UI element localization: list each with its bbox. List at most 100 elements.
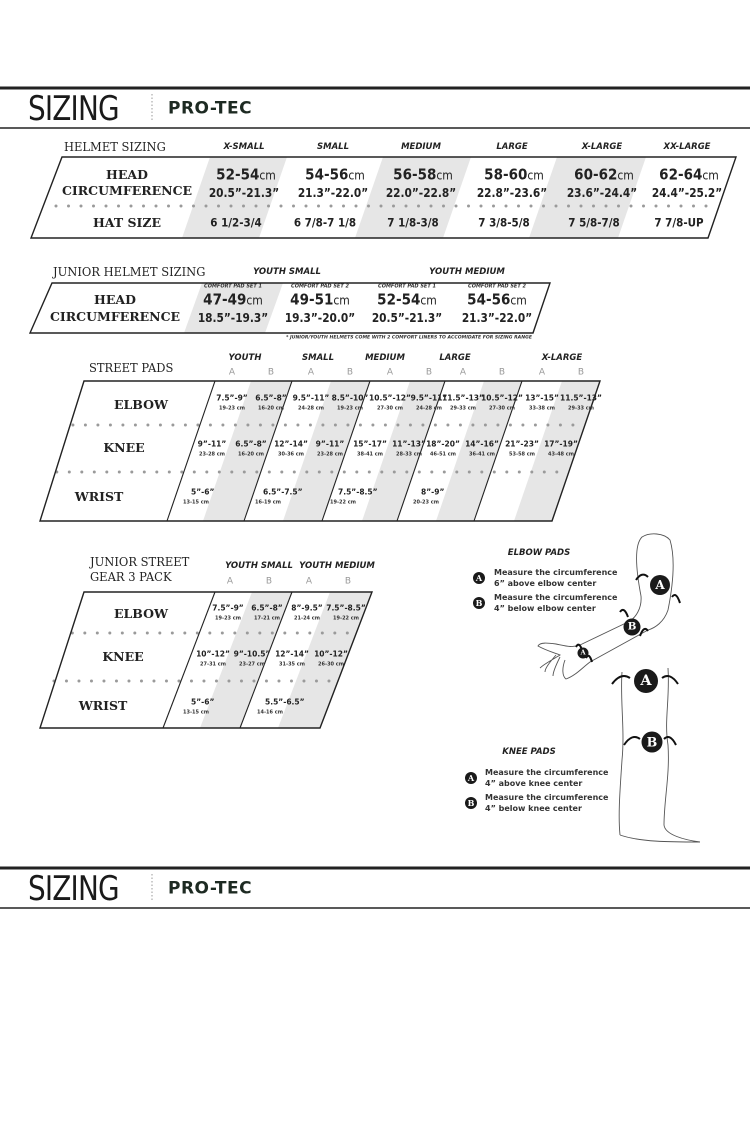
helmet-hat-size: 7 5/8-7/8	[568, 215, 620, 230]
cm-unit: cm	[333, 293, 350, 308]
helmet-row-divider-dot	[392, 204, 395, 208]
street_pads-row-divider-dot	[358, 423, 362, 427]
street_pads-row-divider-dot	[83, 423, 87, 427]
street_pads-row-divider-dot	[67, 470, 71, 474]
junior_street-row-divider-dot	[152, 679, 156, 683]
street_pads-size-divider	[396, 380, 446, 522]
knee-badge-b-icon: B	[465, 797, 477, 809]
street_pads-knee-inch-value: 18”-20”	[426, 439, 460, 449]
street_pads-elbow-inch-value: 9.5”-11”	[410, 393, 448, 403]
junior-helmet-inch-value: 20.5”-21.3”	[371, 311, 443, 325]
street_pads-row-divider-dot	[508, 423, 512, 427]
junior_street-col-a-label: A	[226, 576, 234, 587]
street_pads-knee-inch-value: 11”-13”	[392, 439, 426, 449]
street_pads-col-a-label: A	[459, 367, 467, 378]
street_pads-row-divider-dot	[421, 423, 425, 427]
helmet-hat-label: HAT SIZE	[92, 214, 162, 230]
helmet-row-divider-dot	[442, 204, 445, 208]
street_pads-row-divider-dot	[80, 470, 84, 474]
helmet-row-divider-dot	[104, 204, 108, 208]
street_pads-row-divider-dot	[405, 470, 409, 474]
street_pads-row-divider-dot	[546, 423, 550, 427]
helmet-hat-size: 7 3/8-5/8	[478, 215, 530, 230]
helmet-row-divider-dot	[592, 204, 595, 208]
street_pads-row-divider-dot	[396, 423, 400, 427]
comfort-pad-label: COMFORT PAD SET 1	[204, 283, 262, 290]
street_pads-row-divider-dot	[133, 423, 137, 427]
street_pads-wrist-cm-value: 13-15 cm	[183, 499, 209, 506]
helmet-size-header: X-LARGE	[581, 141, 623, 152]
junior_street-wrist-cm-value: 14-16 cm	[257, 709, 283, 716]
junior_street-row-divider-dot	[270, 631, 274, 635]
street_pads-knee-inch-value: 17”-19”	[544, 439, 578, 449]
street_pads-col-a-label: A	[386, 367, 394, 378]
street_pads-row-divider-dot	[417, 470, 421, 474]
helmet-row-divider-dot	[542, 204, 545, 208]
street_pads-elbow-inch-value: 13”-15”	[525, 393, 559, 403]
street_pads-knee-inch-value: 6.5”-8”	[235, 439, 267, 449]
street_pads-size-divider	[321, 380, 371, 522]
street_pads-knee-cm-value: 30-36 cm	[278, 451, 304, 458]
junior_street-row-divider-dot	[89, 679, 93, 683]
street_pads-row-divider-dot	[471, 423, 475, 427]
helmet-row-divider-dot	[354, 204, 358, 208]
street_pads-size-header: X-LARGE	[541, 352, 583, 363]
street_pads-row-divider-dot	[208, 423, 212, 427]
junior_street-knee-inch-value: 12”-14”	[275, 649, 309, 659]
junior_street-row-divider-dot	[183, 631, 187, 635]
helmet-row-divider-dot	[117, 204, 120, 208]
street_pads-row-divider-dot	[458, 423, 462, 427]
junior_street-row-divider-dot	[202, 679, 206, 683]
helmet-row-divider-dot	[417, 204, 420, 208]
street_pads-stripe	[203, 381, 292, 521]
street_pads-size-divider	[166, 380, 216, 522]
helmet-row-divider-dot	[129, 204, 133, 208]
rotate-arrow-icon	[663, 736, 677, 746]
street_pads-elbow-cm-value: 33-38 cm	[529, 405, 555, 412]
helmet-row-divider-dot	[529, 204, 533, 208]
street_pads-row-divider-dot	[505, 470, 509, 474]
helmet-head-label: HEAD	[106, 166, 148, 182]
street_pads-col-a-label: A	[538, 367, 546, 378]
cm-value: 52-54	[216, 165, 260, 184]
street_pads-row-divider-dot	[383, 423, 387, 427]
street_pads-col-a-label: A	[307, 367, 315, 378]
street_pads-knee-cm-value: 36-41 cm	[469, 451, 495, 458]
helmet-inch-value: 22.8”-23.6”	[476, 186, 548, 200]
helmet-row-divider-dot	[92, 204, 95, 208]
junior_street-row-divider-dot	[333, 631, 337, 635]
helmet-row-divider-dot	[367, 204, 370, 208]
comfort-pad-label: COMFORT PAD SET 2	[468, 283, 526, 290]
street_pads-row-divider-dot	[196, 423, 200, 427]
helmet-row-divider-dot	[167, 204, 170, 208]
helmet-row-divider-dot	[217, 204, 220, 208]
street_pads-elbow-cm-value: 27-30 cm	[489, 405, 515, 412]
street_pads-wrist-cm-value: 16-19 cm	[255, 499, 281, 506]
helmet-row-divider-dot	[279, 204, 283, 208]
junior-helmet-frame	[28, 282, 551, 334]
street_pads-frame	[39, 380, 601, 522]
junior_street-row-divider-dot	[77, 679, 81, 683]
helmet-hat-size: 6 7/8-7 1/8	[293, 215, 357, 230]
junior_street-row-divider-dot	[302, 679, 306, 683]
junior_street-row-divider-dot	[233, 631, 237, 635]
cm-unit: cm	[527, 168, 544, 183]
street_pads-knee-inch-value: 9”-11”	[197, 439, 227, 449]
street_pads-row-divider-dot	[455, 470, 459, 474]
helmet-row-divider-dot	[579, 204, 583, 208]
street_pads-row-divider-dot	[571, 423, 575, 427]
street_pads-row-divider-dot	[533, 423, 537, 427]
junior_street-row-divider-dot	[139, 679, 143, 683]
junior_street-row-divider-dot	[83, 631, 87, 635]
helmet-row-divider-dot	[67, 204, 70, 208]
street_pads-knee-cm-value: 23-28 cm	[317, 451, 343, 458]
helmet-circumference-label: CIRCUMFERENCE	[61, 182, 193, 198]
street_pads-row-divider-dot	[542, 470, 546, 474]
junior_street-elbow-inch-value: 7.5”-9”	[212, 603, 244, 613]
junior_street-knee-inch-value: 9”-10.5”	[233, 649, 271, 659]
junior_street-stripe	[200, 592, 292, 728]
street_pads-knee-cm-value: 16-20 cm	[238, 451, 264, 458]
street_pads-row-divider-dot	[246, 423, 250, 427]
cm-value: 49-51	[290, 290, 334, 309]
street_pads-row-divider-dot	[342, 470, 346, 474]
